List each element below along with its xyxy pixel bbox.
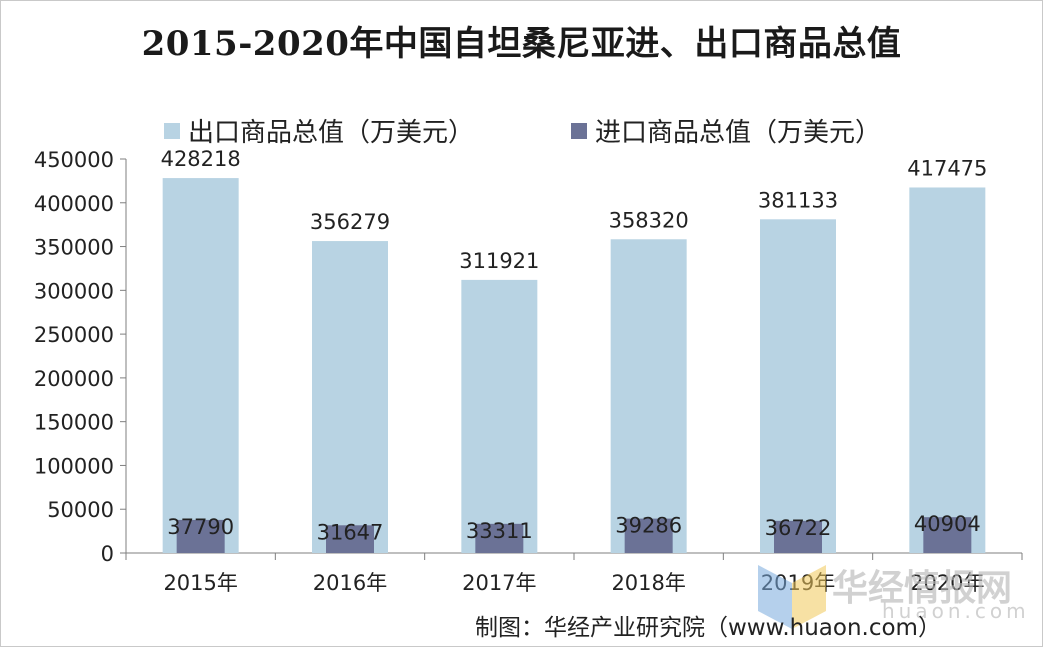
bar-import [774, 520, 822, 553]
x-tick-label: 2015年 [163, 571, 237, 595]
bar-import [326, 525, 374, 553]
x-tick-label: 2020年 [910, 571, 984, 595]
x-tick-label: 2016年 [313, 571, 387, 595]
data-label-import: 33311 [466, 519, 533, 543]
y-tick-label: 150000 [34, 411, 114, 435]
legend-swatch-import [571, 122, 587, 139]
bar-export [312, 241, 388, 554]
y-tick-label: 100000 [34, 454, 114, 478]
y-tick-label: 250000 [34, 323, 114, 347]
bar-import [624, 518, 673, 553]
data-label-import: 40904 [914, 512, 981, 536]
legend-label-import: 进口商品总值（万美元） [595, 118, 882, 148]
chart-title: 2015-2020年中国自坦桑尼亚进、出口商品总值 [141, 24, 902, 64]
data-label-export: 356279 [310, 210, 390, 234]
y-tick-label: 300000 [34, 279, 114, 303]
legend-item-import: 进口商品总值（万美元） [571, 112, 881, 149]
x-tick-label: 2018年 [611, 571, 685, 595]
legend-item-export: 出口商品总值（万美元） [164, 112, 474, 149]
y-tick-label: 450000 [34, 148, 114, 172]
legend-swatch-export [164, 122, 180, 139]
bar-export [909, 187, 986, 553]
legend-label-export: 出口商品总值（万美元） [188, 118, 475, 148]
data-label-export: 428218 [161, 147, 241, 171]
bar-import [475, 523, 524, 553]
bar-import [176, 519, 225, 553]
y-tick-label: 50000 [47, 498, 114, 522]
watermark-text: 华经情报网 [832, 568, 1013, 609]
bar-export [162, 178, 239, 553]
y-tick-label: 0 [101, 542, 114, 566]
data-label-export: 381133 [758, 188, 838, 212]
y-tick-label: 400000 [34, 192, 114, 216]
data-label-import: 31647 [317, 520, 384, 544]
chart-legend: 出口商品总值（万美元） 进口商品总值（万美元） [0, 112, 1043, 149]
bar-export [760, 219, 836, 554]
data-label-import: 37790 [167, 515, 234, 539]
watermark-domain: huaon.com [882, 599, 1030, 623]
data-label-export: 311921 [459, 249, 539, 273]
data-label-export: 417475 [907, 156, 987, 180]
source-credit: 制图：华经产业研究院（www.huaon.com） [475, 615, 941, 641]
data-label-import: 36722 [765, 516, 832, 540]
bar-export [461, 279, 538, 553]
watermark-logo: 华经情报网 huaon.com [752, 555, 1042, 645]
y-tick-label: 200000 [34, 367, 114, 391]
bar-import [923, 517, 972, 553]
data-label-import: 39286 [615, 514, 682, 538]
x-tick-label: 2017年 [462, 571, 536, 595]
data-label-export: 358320 [609, 208, 689, 232]
bar-export [610, 239, 687, 553]
watermark-icon [758, 565, 826, 629]
y-tick-label: 350000 [34, 236, 114, 260]
